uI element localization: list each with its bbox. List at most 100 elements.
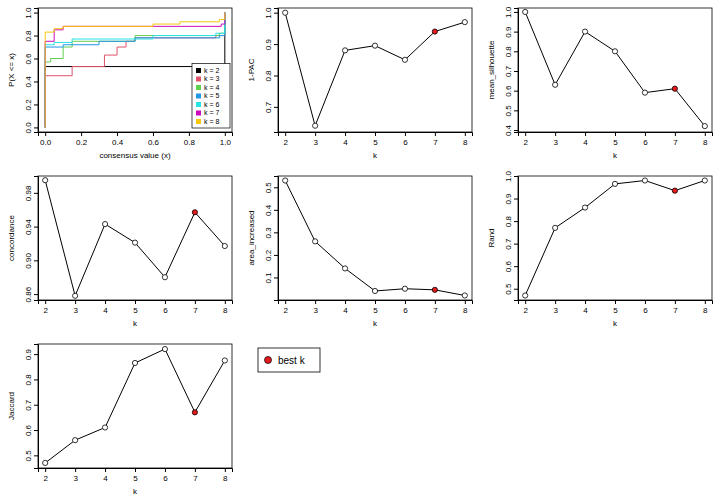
- legend-swatch: [196, 77, 201, 82]
- tick-label: 0.6: [148, 138, 160, 147]
- tick-mark: [405, 300, 406, 304]
- tick: 0.6: [24, 53, 38, 65]
- tick-mark: [345, 132, 346, 136]
- tick-label: 2: [283, 138, 288, 147]
- point: [162, 346, 167, 351]
- tick-mark: [274, 13, 278, 14]
- tick: 0.7: [504, 238, 518, 250]
- tick-mark: [285, 132, 286, 136]
- point: [342, 266, 347, 271]
- tick-label: 4: [583, 138, 588, 147]
- tick-label: 8: [463, 138, 468, 147]
- tick-label: 5: [613, 306, 618, 315]
- tick: 2: [43, 468, 48, 483]
- tick-mark: [514, 51, 518, 52]
- tick: 6: [403, 300, 408, 315]
- tick-label: 7: [433, 306, 438, 315]
- tick-label: 0.6: [24, 53, 33, 65]
- tick-mark: [585, 300, 586, 304]
- tick-label: 0.5: [504, 105, 513, 117]
- tick-label: 8: [223, 306, 228, 315]
- point: [192, 410, 197, 415]
- tick-label: 2: [523, 138, 528, 147]
- point: [582, 205, 587, 210]
- y-axis-title: area_increased: [247, 210, 256, 265]
- tick-label: 0.7: [504, 65, 513, 77]
- tick-label: 0.8: [264, 70, 273, 82]
- point: [432, 29, 437, 34]
- y-axis-title: P(X <= x): [7, 53, 16, 87]
- tick: 0.9: [264, 38, 278, 50]
- tick-label: 7: [673, 138, 678, 147]
- tick-label: 7: [193, 306, 198, 315]
- tick-label: 0.7: [264, 101, 273, 113]
- tick-mark: [34, 81, 38, 82]
- tick-label: 0.5: [504, 283, 513, 295]
- tick: 5: [373, 132, 378, 147]
- tick: 1.0: [504, 6, 518, 18]
- tick-mark: [225, 468, 226, 472]
- tick-mark: [405, 132, 406, 136]
- tick: 8: [703, 132, 708, 147]
- series-line: [45, 349, 225, 463]
- point: [222, 243, 227, 248]
- point: [702, 178, 707, 183]
- point: [462, 293, 467, 298]
- tick-mark: [315, 132, 316, 136]
- legend-label: k = 7: [204, 109, 219, 116]
- plot-frame: [278, 8, 472, 132]
- tick-label: 1.0: [264, 7, 273, 19]
- tick: 0.4: [264, 204, 278, 216]
- plot: 23456780.50.60.70.80.91.0kRand: [487, 170, 713, 328]
- tick: 1.0: [220, 132, 232, 147]
- tick-mark: [34, 104, 38, 105]
- tick-mark: [435, 300, 436, 304]
- legend-label: k = 6: [204, 101, 219, 108]
- point: [402, 57, 407, 62]
- tick-label: 0.4: [112, 138, 124, 147]
- legend-box: [258, 348, 320, 372]
- tick-mark: [274, 107, 278, 108]
- point: [283, 178, 288, 183]
- tick: 0.2: [24, 99, 38, 111]
- tick-mark: [514, 12, 518, 13]
- tick-label: 6: [163, 306, 168, 315]
- tick-label: 6: [643, 306, 648, 315]
- tick-label: 3: [313, 306, 318, 315]
- tick-mark: [274, 255, 278, 256]
- tick: 0.1: [264, 272, 278, 284]
- tick-label: 0.98: [24, 185, 33, 201]
- plot-frame: [38, 344, 232, 468]
- tick-mark: [34, 13, 38, 14]
- plot: 23456780.860.900.940.98kconcordance: [7, 176, 233, 328]
- tick-mark: [465, 132, 466, 136]
- tick-label: 6: [163, 474, 168, 483]
- tick-label: 8: [703, 138, 708, 147]
- tick: 2: [283, 132, 288, 147]
- point: [612, 49, 617, 54]
- legend-label: k = 3: [204, 75, 219, 82]
- tick-label: 1.0: [24, 7, 33, 19]
- x-axis: 2345678: [519, 132, 713, 147]
- x-axis: 2345678: [279, 132, 473, 147]
- tick-label: 7: [193, 474, 198, 483]
- tick-label: 0.7: [504, 238, 513, 250]
- point: [553, 82, 558, 87]
- tick-mark: [195, 300, 196, 304]
- legend: best k: [258, 348, 320, 372]
- plot: 23456780.10.20.30.40.5karea_increased: [247, 176, 473, 328]
- tick-label: 0.9: [264, 38, 273, 50]
- tick-mark: [34, 294, 38, 295]
- y-axis: 0.50.60.70.80.9: [24, 345, 39, 469]
- tick-label: 0.9: [504, 26, 513, 38]
- y-axis: 0.860.900.940.98: [24, 177, 39, 303]
- tick: 3: [313, 132, 318, 147]
- tick-label: 5: [373, 138, 378, 147]
- panel: 23456780.860.900.940.98kconcordance: [7, 176, 233, 328]
- tick-mark: [34, 405, 38, 406]
- tick-label: 7: [433, 138, 438, 147]
- tick-label: 0.8: [24, 374, 33, 386]
- x-axis: 2345678: [519, 300, 713, 315]
- tick: 7: [193, 300, 198, 315]
- x-axis-title: k: [613, 319, 618, 328]
